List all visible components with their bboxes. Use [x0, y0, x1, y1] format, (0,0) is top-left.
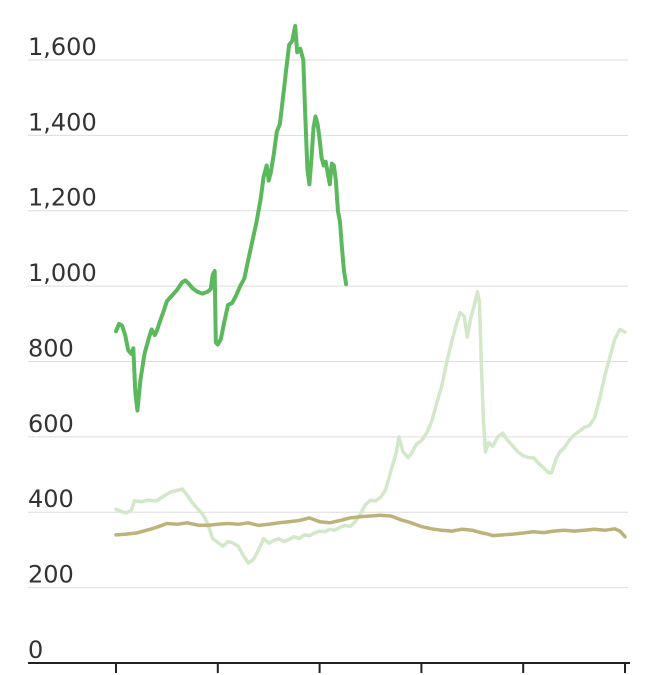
y-tick-label: 0 [28, 636, 43, 664]
series-line-3 [114, 24, 349, 413]
series-layer [114, 24, 627, 565]
y-tick-label: 600 [28, 410, 74, 438]
y-tick-label: 1,400 [28, 108, 97, 136]
y-tick-label: 1,000 [28, 259, 97, 287]
y-axis-tick-labels: 0 200 400 600 800 1,000 1,200 1,400 1,600 [28, 33, 97, 664]
series-line-2 [114, 513, 627, 539]
series-line-1 [114, 290, 627, 565]
y-tick-label: 800 [28, 334, 74, 362]
y-tick-label: 400 [28, 485, 74, 513]
y-tick-label: 1,600 [28, 33, 97, 61]
y-tick-label: 200 [28, 561, 74, 589]
x-axis-ticks [115, 663, 626, 673]
y-tick-label: 1,200 [28, 184, 97, 212]
